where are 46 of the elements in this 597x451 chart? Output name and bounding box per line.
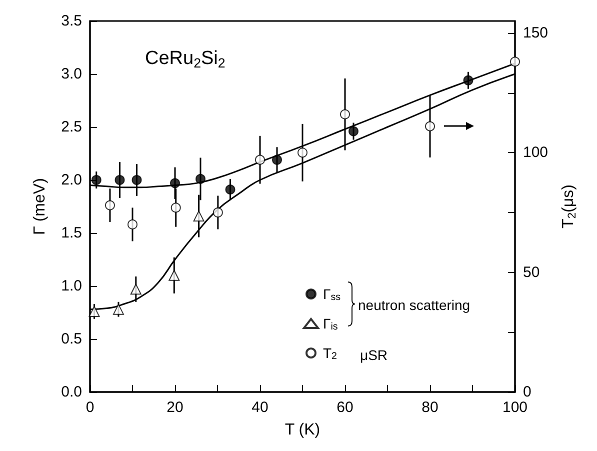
y-tick-label: 0.0 xyxy=(61,384,82,400)
point xyxy=(212,207,223,218)
y-tick-label: 0.5 xyxy=(61,330,82,348)
point xyxy=(168,270,180,281)
y-tick-label: 2.0 xyxy=(61,172,82,188)
point xyxy=(255,154,265,165)
annotation: μSR xyxy=(360,347,388,363)
point xyxy=(128,219,138,230)
point xyxy=(510,56,520,67)
y2-tick-label: 100 xyxy=(523,144,548,162)
y2-axis-title: T2(μs) xyxy=(560,184,578,228)
x-tick-label: 100 xyxy=(502,399,528,416)
point xyxy=(170,202,181,213)
x-tick-label: 0 xyxy=(86,399,94,416)
point xyxy=(196,174,206,184)
point xyxy=(114,175,125,185)
point xyxy=(463,75,474,86)
point xyxy=(348,126,358,136)
x-tick-label: 60 xyxy=(336,399,354,416)
y-tick-label: 1.0 xyxy=(61,278,82,294)
point xyxy=(132,175,142,185)
x-axis-title: T (K) xyxy=(284,422,320,438)
x-tick-label: 80 xyxy=(422,399,438,416)
point xyxy=(91,175,102,185)
x-tick-label: 20 xyxy=(166,399,184,416)
y2-tick-label: 150 xyxy=(523,24,548,42)
point xyxy=(340,109,350,120)
point xyxy=(272,154,282,165)
y-axis-title: Γ (meV) xyxy=(32,178,48,235)
point xyxy=(170,178,180,188)
y-tick-label: 3.0 xyxy=(61,66,82,82)
point xyxy=(193,210,204,222)
y-tick-label: 2.5 xyxy=(61,118,82,136)
x-tick-label: 40 xyxy=(252,399,268,416)
y-tick-label: 1.5 xyxy=(61,224,82,242)
point xyxy=(225,184,236,195)
annotation: neutron scattering xyxy=(358,297,470,313)
y2-tick-label: 0 xyxy=(523,384,532,400)
point xyxy=(104,200,115,210)
point xyxy=(130,284,142,295)
point xyxy=(112,304,124,315)
point xyxy=(425,121,435,132)
point xyxy=(298,148,308,158)
y2-tick-label: 50 xyxy=(523,264,540,281)
y-tick-label: 3.5 xyxy=(61,12,82,30)
point xyxy=(88,306,100,317)
